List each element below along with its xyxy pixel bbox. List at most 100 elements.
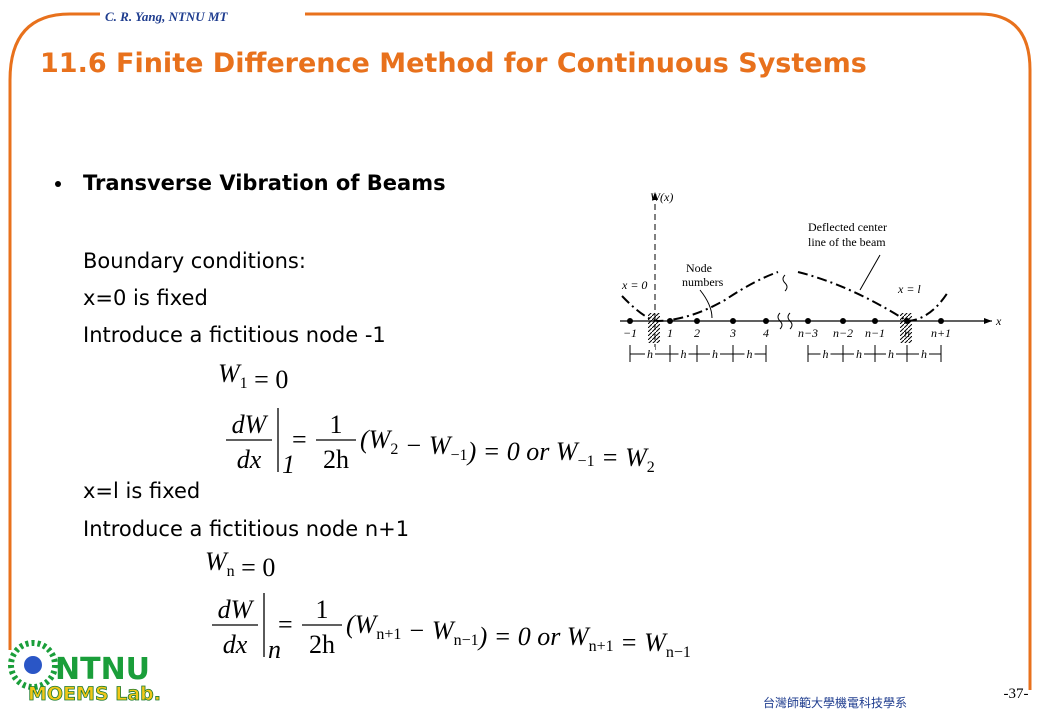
text-line: x=0 is fixed (83, 286, 208, 310)
logo: NTNU MOEMS Lab. (8, 640, 161, 705)
eq-subscript: n−1 (666, 644, 691, 661)
node-label: n−1 (865, 326, 885, 340)
eq-part: = W (614, 628, 669, 657)
dim-label-bg (678, 347, 689, 361)
dim-label-bg (710, 347, 720, 361)
axis-arrow (652, 192, 658, 200)
spacing-label: h (747, 347, 753, 361)
logo-ring (8, 640, 58, 690)
logo-text: NTNU (55, 652, 150, 687)
eq-part: = 0 (248, 365, 289, 394)
eq-part: W (205, 547, 229, 576)
spacing-label: h (823, 347, 829, 361)
eq-sign: = (278, 610, 293, 639)
node-label: n−2 (833, 326, 853, 340)
eq-part: = 0 (235, 553, 276, 582)
text-line: Introduce a fictitious node -1 (83, 323, 386, 347)
eq-den: dx (237, 445, 262, 474)
deflected-curve (621, 271, 949, 323)
eq-den: 2h (323, 445, 349, 474)
equation: (W2 − W−1) = 0 or W−1 = W2 (360, 425, 655, 476)
node-label: n (904, 326, 910, 340)
eq-subscript: n+1 (589, 638, 614, 655)
axis-label: x (995, 314, 1002, 328)
equation: Wn = 0 (205, 547, 275, 582)
eq-subscript: 2 (390, 441, 398, 458)
eq-part: (W (346, 610, 379, 639)
eq-subscript: −1 (578, 453, 595, 470)
dim-label-bg (854, 347, 864, 361)
eq-part: W (218, 359, 242, 388)
dim-label-bg (645, 347, 655, 361)
text-line: x=l is fixed (83, 479, 200, 503)
node (667, 318, 673, 324)
lab-name: MOEMS Lab. (28, 683, 161, 705)
note: Deflected center (808, 220, 887, 234)
author: C. R. Yang, NTNU MT (105, 9, 228, 24)
node (904, 318, 910, 324)
eq-subscript: n+1 (376, 626, 401, 643)
eq-num: dW (232, 410, 269, 439)
eq-num: dW (218, 595, 255, 624)
eq-num: 1 (330, 410, 343, 439)
node-label: 1 (667, 326, 673, 340)
spacing-label: h (856, 347, 862, 361)
eq-den: dx (223, 630, 248, 659)
eq-eval: 1 (282, 450, 295, 479)
note: line of the beam (808, 235, 886, 249)
node-label: n+1 (931, 326, 951, 340)
node (938, 318, 944, 324)
eq-subscript: n (227, 563, 235, 580)
dim-label-bg (744, 347, 755, 361)
node (840, 318, 846, 324)
eq-subscript: −1 (451, 447, 468, 464)
node-label: 4 (763, 326, 769, 340)
eq-subscript: n−1 (454, 632, 479, 649)
bullet: Transverse Vibration of Beams (83, 171, 446, 195)
eq-part: = W (595, 443, 650, 472)
bullet-dot (55, 181, 61, 187)
spacing-label: h (647, 347, 653, 361)
break-mark (777, 274, 793, 330)
eq-part: − W (401, 616, 456, 645)
eq-sign: = (292, 425, 307, 454)
eq-part: ) = 0 or W (466, 437, 580, 466)
node (730, 318, 736, 324)
eq-eval: n (268, 635, 281, 664)
title: 11.6 Finite Difference Method for Contin… (40, 48, 867, 79)
boundary-label: x = 0 (621, 278, 647, 292)
eq-den: 2h (309, 630, 335, 659)
spacing-label: h (681, 347, 687, 361)
dim-label-bg (886, 347, 896, 361)
note: Node (686, 261, 712, 275)
axis-arrow (984, 318, 992, 324)
equation: (Wn+1 − Wn−1) = 0 or Wn+1 = Wn−1 (346, 610, 691, 661)
boundary-label: x = l (897, 282, 921, 296)
node (805, 318, 811, 324)
eq-num: 1 (316, 595, 329, 624)
node (872, 318, 878, 324)
text-line: Boundary conditions: (83, 249, 306, 273)
wall (648, 313, 660, 343)
note: numbers (682, 275, 724, 289)
spacing-label: h (921, 347, 927, 361)
dim-label-bg (919, 347, 929, 361)
frame (8, 12, 1032, 690)
node-label: 3 (729, 326, 736, 340)
eq-subscript: 1 (240, 375, 248, 392)
node (627, 318, 633, 324)
node (694, 318, 700, 324)
eq-part: ) = 0 or W (477, 622, 591, 651)
department: 台灣師範大學機電科技學系 (763, 695, 907, 710)
eq-part: (W (360, 425, 393, 454)
logo-core (24, 656, 42, 674)
text-line: Introduce a fictitious node n+1 (83, 517, 409, 541)
axis-label: W(x) (650, 190, 673, 204)
eq-part: − W (398, 431, 453, 460)
leader (699, 254, 881, 319)
equation: W1 = 0 (218, 359, 288, 394)
spacing-label: h (712, 347, 718, 361)
spacing-label: h (888, 347, 894, 361)
